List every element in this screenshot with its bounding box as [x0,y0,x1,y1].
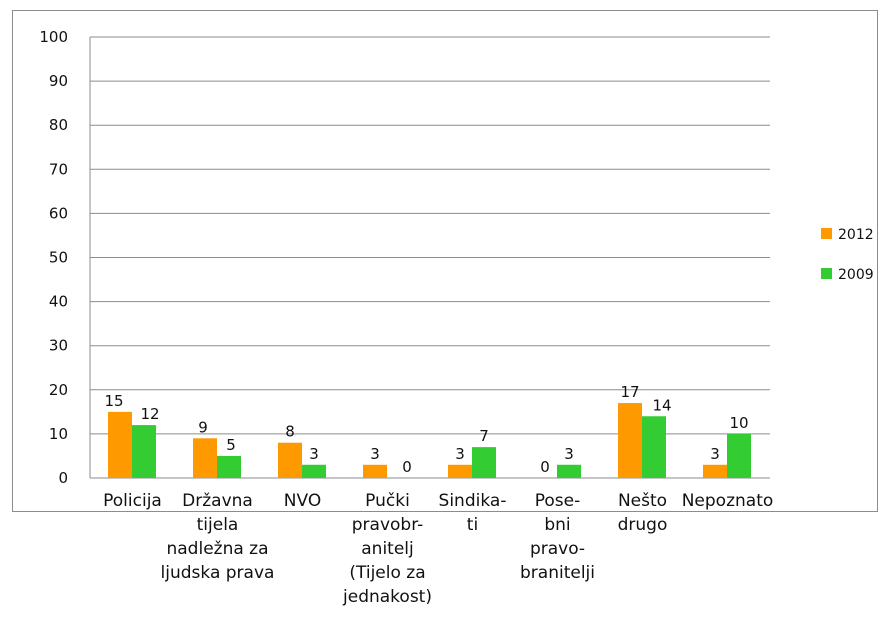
category-label-line: ti [467,515,478,535]
category-label-line: tijela [197,515,239,535]
category-label-line: branitelji [520,563,595,583]
category-label: Policija [103,491,162,511]
y-tick-label: 80 [49,116,68,134]
category-label-line: Nešto [618,491,667,511]
y-tick-label: 20 [49,381,68,399]
bar-2012 [618,403,642,478]
bar-2009 [217,455,241,478]
category-label-line: pravo- [530,539,585,559]
y-tick-label: 70 [49,160,68,178]
category-label-line: Pučki [365,491,410,511]
category-label: Pose-bni pravo-branitelji [520,491,595,583]
y-tick-label: 60 [49,204,68,222]
data-label-2009: 3 [564,445,574,463]
category-label: Nešto drugo [618,491,668,535]
bar-2009 [642,416,666,478]
category-label-line: pravobr- [352,515,424,535]
bar-2012 [448,464,472,478]
category-label-line: Državna [182,491,253,511]
category-label-line: drugo [618,515,668,535]
y-tick-label: 0 [58,469,68,487]
data-label-2012: 15 [104,392,123,410]
data-label-2009: 5 [226,436,236,454]
data-label-2009: 10 [729,414,748,432]
y-tick-label: 90 [49,72,68,90]
y-tick-label: 40 [49,293,68,311]
y-tick-label: 30 [49,337,68,355]
bar-2009 [727,433,751,478]
bar-2012 [703,464,727,478]
data-label-2012: 9 [198,418,208,436]
category-label-line: ljudska prava [161,563,275,583]
category-label-line: bni [544,515,570,535]
bar-2009 [302,464,326,478]
category-label: Nepoznato [682,491,774,511]
data-label-2009: 12 [140,405,159,423]
category-label-line: Nepoznato [682,491,774,511]
category-label: Državna tijela nadležna za ljudska prava [161,491,275,583]
y-tick-label: 10 [49,425,68,443]
bar-2009 [472,447,496,478]
bar-2012 [363,464,387,478]
category-label-line: NVO [284,491,321,511]
data-label-2009: 0 [402,458,412,476]
data-label-2009: 7 [479,427,489,445]
category-label-line: Pose- [535,491,581,511]
bar-2012 [193,438,217,478]
category-label-line: anitelj [361,539,414,559]
bar-2009 [557,464,581,478]
category-label-line: nadležna za [166,539,268,559]
category-label: NVO [284,491,321,511]
category-label: Pučki pravobr-anitelj (Tijelo za jednakost) [342,491,432,607]
data-label-2009: 3 [309,445,319,463]
chart-frame [12,10,878,512]
data-label-2009: 14 [652,396,671,414]
data-label-2012: 3 [710,445,720,463]
bar-2012 [278,442,302,478]
category-label-line: jednakost) [342,587,432,607]
bar-2012 [108,411,132,478]
y-tick-label: 50 [49,249,68,267]
category-label: Sindika-ti [439,491,507,535]
data-label-2012: 17 [620,383,639,401]
legend-label-2009: 2009 [838,267,874,283]
y-tick-label: 100 [39,28,68,46]
legend-label-2012: 2012 [838,227,874,243]
category-label-line: Sindika- [439,491,507,511]
bar-2009 [132,425,156,478]
category-label-line: (Tijelo za [349,563,425,583]
data-label-2012: 3 [370,445,380,463]
legend-swatch-2012 [821,228,832,239]
category-label-line: Policija [103,491,162,511]
data-label-2012: 3 [455,445,465,463]
data-label-2012: 0 [540,458,550,476]
legend-swatch-2009 [821,268,832,279]
data-label-2012: 8 [285,423,295,441]
